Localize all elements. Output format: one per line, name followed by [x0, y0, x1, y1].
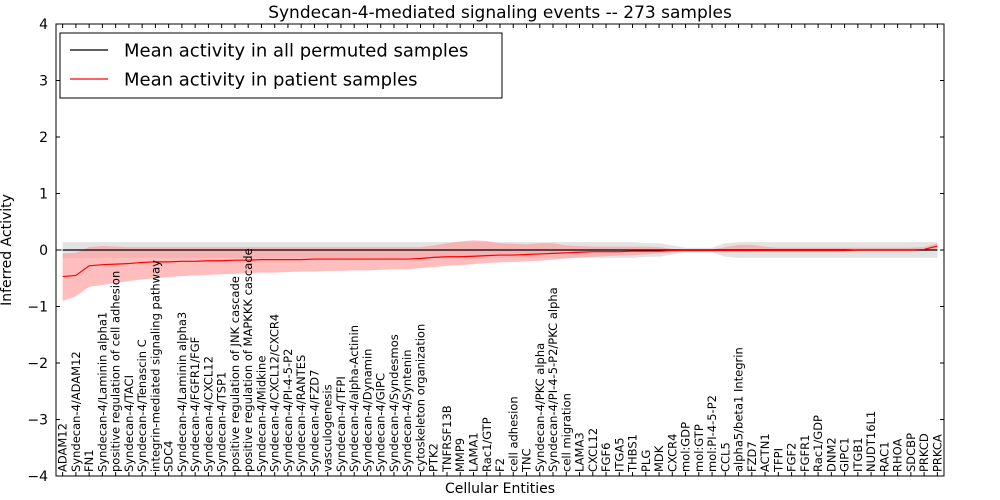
x-tick-label: Syndecan-4/TSP1	[215, 372, 229, 472]
x-tick-label: SDCBP	[904, 433, 918, 472]
x-tick-label: MDK	[652, 445, 666, 472]
x-tick-label: vasculogenesis	[321, 384, 335, 472]
plot-frame	[55, 23, 945, 477]
chart-title: Syndecan-4-mediated signaling events -- …	[268, 3, 732, 23]
legend-box	[59, 32, 503, 99]
x-tick-label: PRKCA	[930, 434, 944, 472]
x-tick-label: Syndecan-4/PI-4-5-P2/PKC alpha	[546, 287, 560, 472]
x-tick-label: CCL5	[718, 442, 732, 472]
x-tick-label: LAMA3	[573, 432, 587, 472]
x-tick-label: NUDT16L1	[864, 411, 878, 472]
x-axis-ticks: ADAM12 Syndecan-4/ADAM12 FN1 Syndecan-4/Lam…	[56, 24, 944, 476]
x-tick-label: Syndecan-4/ADAM12	[69, 351, 83, 472]
x-tick-label: DNM2	[824, 437, 838, 472]
x-tick-label: THBS1	[626, 434, 640, 473]
y-tick-label: −2	[27, 356, 48, 372]
legend: Mean activity in all permuted samples Me…	[59, 32, 503, 99]
x-tick-label: TNC	[520, 448, 534, 473]
x-tick-label: Syndecan-4/TFPI	[334, 376, 348, 472]
series-lines	[56, 245, 944, 278]
x-tick-label: F2	[493, 458, 507, 472]
x-tick-label: Syndecan-4/CXCL12/CXCR4	[268, 314, 282, 472]
x-tick-label: FGF6	[599, 443, 613, 472]
y-tick-label: −1	[27, 300, 48, 316]
legend-label-patient: Mean activity in patient samples	[124, 70, 418, 91]
x-tick-label: cell adhesion	[506, 396, 520, 472]
x-tick-label: Syndecan-4/FZD7	[307, 370, 321, 472]
x-tick-label: Rac1/GDP	[811, 415, 825, 472]
x-tick-label: Rac1/GTP	[480, 417, 494, 472]
y-tick-label: −3	[27, 413, 48, 429]
x-tick-label: Syndecan-4/FGFR1/FGF	[188, 337, 202, 472]
x-tick-label: Syndecan-4/Syntenin	[400, 349, 414, 472]
x-tick-label: ITGA5	[612, 437, 626, 472]
x-tick-label: TNFRSF13B	[440, 405, 454, 473]
x-axis-label: Cellular Entities	[445, 481, 555, 497]
x-tick-label: alpha5/beta1 Integrin	[732, 347, 746, 472]
patient-mean-line	[62, 245, 938, 278]
y-axis-label: Inferred Activity	[0, 194, 15, 306]
x-tick-label: Syndecan-4/Midkine	[254, 356, 268, 472]
x-tick-label: Syndecan-4/alpha-Actinin	[347, 325, 361, 472]
x-tick-label: Syndecan-4/Laminin alpha3	[175, 312, 189, 472]
x-tick-label: SDC4	[162, 440, 176, 472]
y-tick-label: 4	[39, 17, 48, 33]
x-tick-label: Syndecan-4/GIPC	[374, 373, 388, 472]
x-tick-label: FN1	[82, 449, 96, 472]
x-tick-label: Syndecan-4/Dynamin	[360, 349, 374, 472]
x-tick-label: GIPC1	[838, 437, 852, 472]
x-tick-label: positive regulation of cell adhesion	[109, 271, 123, 472]
x-tick-label: mol:GTP	[692, 424, 706, 472]
x-tick-label: TFPI	[771, 448, 785, 473]
x-tick-label: positive regulation of MAPKKK cascade	[241, 248, 255, 472]
x-tick-label: Syndecan-4/Tenascin C	[135, 339, 149, 472]
x-tick-label: mol:PI-4-5-P2	[705, 395, 719, 472]
x-tick-label: ADAM12	[56, 423, 70, 472]
x-tick-label: ITGB1	[851, 437, 865, 472]
y-tick-label: −4	[27, 469, 48, 485]
x-tick-label: ACTN1	[758, 433, 772, 472]
x-tick-label: RHOA	[891, 439, 905, 472]
y-axis-ticks: 4 3 2 1 0 −1 −2 −3 −4	[27, 17, 944, 485]
legend-label-permuted: Mean activity in all permuted samples	[124, 41, 468, 62]
x-tick-label: FZD7	[745, 441, 759, 472]
x-tick-label: PRKCD	[917, 433, 931, 472]
x-tick-label: positive regulation of JNK cascade	[228, 276, 242, 472]
x-tick-label: mol:GDP	[679, 422, 693, 472]
x-tick-label: PLG	[639, 450, 653, 472]
x-tick-label: MMP9	[453, 438, 467, 472]
x-tick-label: Syndecan-4/PI-4-5-P2	[281, 349, 295, 472]
x-tick-label: cell migration	[559, 393, 573, 472]
x-tick-label: LAMA1	[466, 432, 480, 472]
x-tick-label: FGF2	[785, 443, 799, 472]
x-tick-label: integrin-mediated signaling pathway	[148, 260, 162, 472]
x-tick-label: FGFR1	[798, 435, 812, 472]
patient-confidence-band	[62, 240, 938, 301]
x-tick-label: CXCL12	[586, 428, 600, 472]
x-tick-label: Syndecan-4/RANTES	[294, 355, 308, 472]
y-tick-label: 0	[39, 243, 48, 259]
y-tick-label: 2	[39, 130, 48, 146]
x-tick-label: Syndecan-4/Syndesmos	[387, 334, 401, 472]
x-tick-label: Syndecan-4/CXCL12	[201, 356, 215, 472]
x-tick-label: CXCR4	[665, 434, 679, 472]
x-tick-label: cytoskeleton organization	[413, 324, 427, 472]
x-tick-label: Syndecan-4/PKC alpha	[533, 343, 547, 472]
x-tick-label: PTK2	[427, 443, 441, 472]
x-tick-label: Syndecan-4/TACI	[122, 375, 136, 472]
y-tick-label: 3	[39, 74, 48, 90]
x-tick-label: Syndecan-4/Laminin alpha1	[95, 312, 109, 472]
y-tick-label: 1	[39, 187, 48, 203]
x-tick-label: RAC1	[877, 441, 891, 472]
